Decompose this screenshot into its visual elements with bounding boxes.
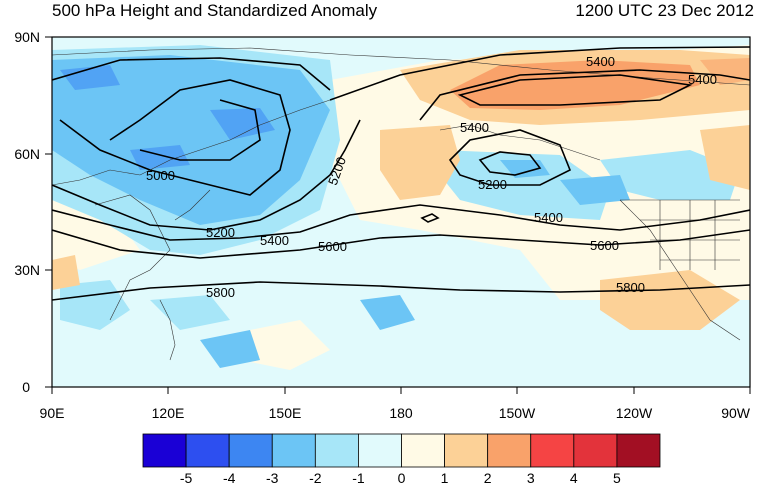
colorbar-box xyxy=(185,433,230,468)
coastline-alaska xyxy=(439,124,601,161)
orange-area xyxy=(52,255,80,290)
lat-tick-label: 60N xyxy=(14,146,40,162)
colorbar-label: -2 xyxy=(309,470,322,486)
blue-area xyxy=(200,330,260,368)
colorbar-label: 1 xyxy=(441,470,449,486)
colorbar-box xyxy=(616,433,661,468)
colorbar-box xyxy=(314,433,359,468)
colorbar-box xyxy=(271,433,316,468)
colorbar-box xyxy=(228,433,273,468)
coastline-asia xyxy=(52,99,331,186)
latitude-labels: 90N 60N 30N 0 xyxy=(14,29,40,395)
contour-west xyxy=(52,57,331,91)
contour-label: 5200 xyxy=(478,177,507,192)
contour-label: 5200 xyxy=(206,225,235,240)
colorbar-box xyxy=(401,433,445,468)
orange-area xyxy=(380,125,460,200)
contour-5400-arctic xyxy=(419,69,750,121)
contour-small-loop xyxy=(420,213,440,223)
cream-area xyxy=(52,200,140,270)
contour-label: 5600 xyxy=(318,239,347,254)
colorbar-label: 0 xyxy=(398,470,406,486)
orange-core xyxy=(450,60,700,110)
colorbar-label: -1 xyxy=(352,470,365,486)
contour-5000 xyxy=(59,79,291,196)
contour-label: 5000 xyxy=(146,168,175,183)
colorbar-box xyxy=(444,433,489,468)
contour-5200 xyxy=(52,119,361,231)
cream-area xyxy=(240,320,330,370)
lon-tick-label: 150E xyxy=(269,405,302,421)
coastline-philippines xyxy=(159,299,176,361)
light-blue-area xyxy=(150,295,230,330)
lon-tick-label: 150W xyxy=(499,405,536,421)
longitude-labels: 90E 120E 150E 180 150W 120W 90W xyxy=(40,405,751,421)
lon-tick-label: 180 xyxy=(389,405,413,421)
colorbar-box xyxy=(487,433,532,468)
lat-tick-label: 30N xyxy=(14,262,40,278)
orange-area xyxy=(600,270,740,330)
blue-area xyxy=(360,295,415,330)
light-blue-area xyxy=(600,150,740,200)
colorbar-label: -3 xyxy=(266,470,279,486)
contour-5200-pacific xyxy=(448,129,572,186)
lon-tick-label: 90E xyxy=(40,405,65,421)
deep-blue-area xyxy=(60,65,120,90)
height-contours xyxy=(52,46,750,301)
contour-label: 5400 xyxy=(260,233,289,248)
axis-ticks xyxy=(45,36,751,394)
colorbar-box xyxy=(142,433,187,468)
lon-tick-label: 90W xyxy=(721,405,751,421)
us-states-grid xyxy=(620,199,740,270)
timestamp: 1200 UTC 23 Dec 2012 xyxy=(575,1,754,20)
coastline-america xyxy=(619,199,741,341)
colorbar-label: 2 xyxy=(484,470,492,486)
coastline-japan xyxy=(174,189,211,221)
lat-tick-label: 0 xyxy=(22,379,30,395)
colorbar-label: 3 xyxy=(527,470,535,486)
blue-area xyxy=(560,175,630,205)
contour-label: 5800 xyxy=(206,285,235,300)
contour-5400-arctic-inner xyxy=(457,74,693,106)
lat-tick-label: 90N xyxy=(14,29,40,45)
orange-area xyxy=(700,125,750,190)
colorbar-box xyxy=(358,433,402,468)
contour-label: 5400 xyxy=(688,72,717,87)
colorbar-box xyxy=(530,433,575,468)
contour-label: 5800 xyxy=(616,280,645,295)
coastline-china xyxy=(94,194,171,321)
contour-label: 5600 xyxy=(590,238,619,253)
contour-label: 5400 xyxy=(586,54,615,69)
colorbar-label: 4 xyxy=(570,470,578,486)
lon-tick-label: 120E xyxy=(152,405,185,421)
contour-label: 5400 xyxy=(534,210,563,225)
contour-5400 xyxy=(52,204,750,241)
lon-tick-label: 120W xyxy=(616,405,653,421)
map-title: 500 hPa Height and Standardized Anomaly xyxy=(52,1,378,20)
anomaly-shading xyxy=(52,37,750,387)
colorbar-label: -4 xyxy=(223,470,236,486)
colorbar-label: -5 xyxy=(180,470,193,486)
contour-5600 xyxy=(52,229,750,259)
contour-5800 xyxy=(52,281,750,301)
colorbar-box xyxy=(573,433,618,468)
colorbar-label: 5 xyxy=(613,470,621,486)
colorbar: -5 -4 -3 -2 -1 0 1 2 3 4 5 xyxy=(142,433,661,486)
contour-5200-inner xyxy=(478,151,542,176)
contour-label: 5400 xyxy=(460,120,489,135)
blue-area xyxy=(52,55,330,225)
colorbar-labels: -5 -4 -3 -2 -1 0 1 2 3 4 5 xyxy=(180,470,621,486)
contour-arctic-upper xyxy=(329,46,750,101)
contour-5000-core xyxy=(139,99,261,161)
colorbar-boxes xyxy=(142,433,661,468)
